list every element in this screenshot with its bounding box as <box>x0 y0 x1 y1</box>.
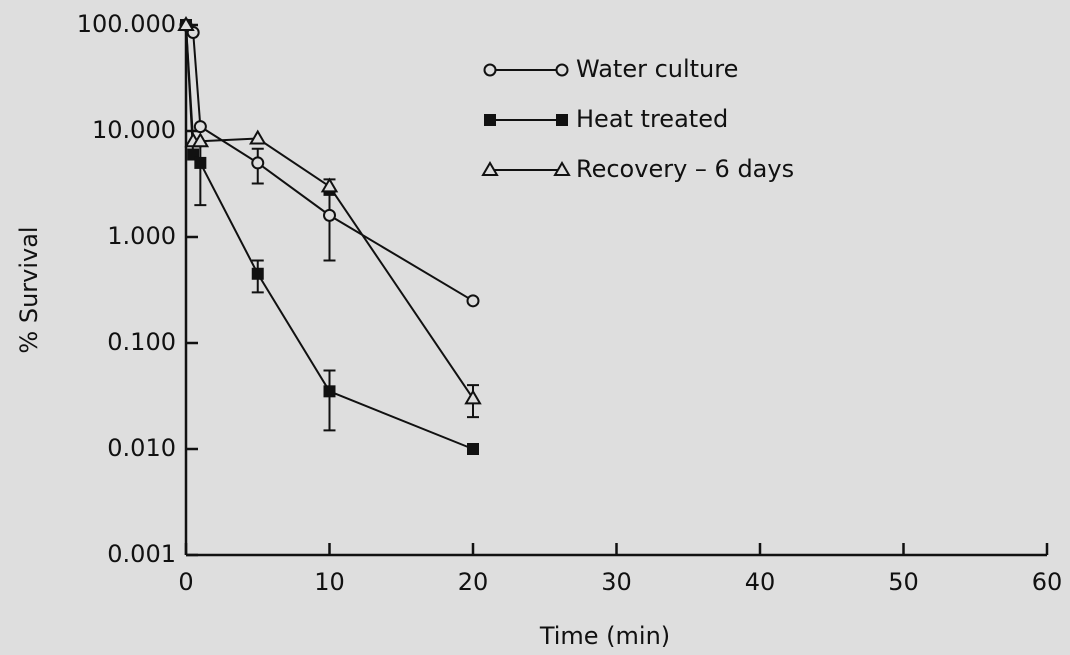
legend-marker <box>484 114 496 126</box>
data-point <box>323 385 336 398</box>
x-tick-label: 60 <box>1032 568 1063 596</box>
data-point <box>194 156 207 169</box>
data-point <box>251 156 265 170</box>
legend-marker <box>553 161 571 176</box>
x-tick-label: 30 <box>601 568 632 596</box>
data-point <box>320 177 339 193</box>
x-tick-label: 0 <box>178 568 193 596</box>
legend-marker <box>555 63 569 77</box>
legend-marker <box>483 63 497 77</box>
y-tick-label: 0.010 <box>107 434 176 462</box>
y-tick-label: 0.100 <box>107 328 176 356</box>
data-point <box>193 120 207 134</box>
error-bar <box>323 369 336 432</box>
legend-label: Water culture <box>576 55 738 83</box>
y-tick-label: 1.000 <box>107 222 176 250</box>
data-point <box>466 294 480 308</box>
y-tick-label: 0.001 <box>107 540 176 568</box>
y-tick-label: 100.000 <box>77 10 176 38</box>
x-tick-label: 40 <box>745 568 776 596</box>
y-tick-label: 10.000 <box>92 116 176 144</box>
data-point <box>251 267 264 280</box>
x-axis-label: Time (min) <box>539 622 670 650</box>
data-point <box>249 129 267 145</box>
x-tick-label: 20 <box>458 568 489 596</box>
data-point <box>467 443 479 455</box>
legend-label: Heat treated <box>576 105 728 133</box>
data-point <box>464 389 482 405</box>
legend-marker <box>481 161 499 176</box>
data-point <box>323 208 336 222</box>
y-axis-label: % Survival <box>15 226 43 353</box>
legend-label: Recovery – 6 days <box>576 155 794 183</box>
error-bar <box>323 192 336 262</box>
x-tick-label: 50 <box>888 568 919 596</box>
x-tick-label: 10 <box>314 568 345 596</box>
series-line <box>185 24 474 399</box>
data-point <box>191 132 210 148</box>
data-point <box>177 16 195 31</box>
legend-marker <box>556 114 568 126</box>
